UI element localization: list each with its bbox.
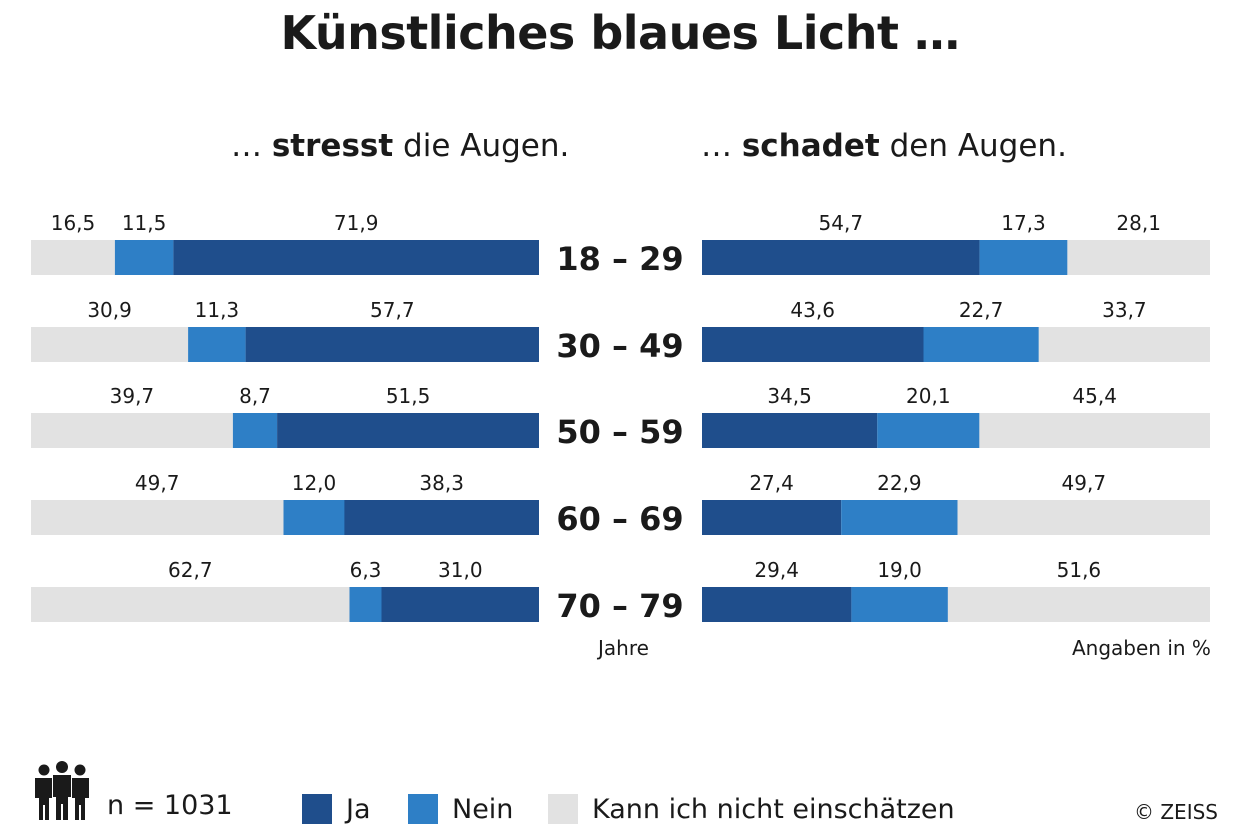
bar-segment-stresst-nein	[349, 587, 382, 622]
sample-size: n = 1031	[107, 790, 233, 821]
data-label: 16,5	[51, 211, 96, 235]
bar-segment-stresst-kann-nicht	[31, 587, 350, 622]
data-label: 51,5	[386, 384, 431, 408]
data-label: 20,1	[906, 384, 951, 408]
data-label: 22,7	[959, 298, 1004, 322]
age-group-label: 50 – 59	[556, 413, 683, 451]
stacked-bar-chart: 16,5 11,5 71,9 30,9 11,3 57,7 39,7 8,7 51,5 49,7 1…	[31, 211, 1210, 625]
bar-segment-stresst-ja	[277, 413, 539, 448]
bar-segment-schadet-ja	[702, 240, 980, 275]
right-subtitle-suffix: den Augen.	[879, 128, 1067, 164]
left-subtitle-bold: stresst	[271, 128, 394, 164]
age-group-label: 70 – 79	[556, 587, 683, 625]
data-label: 11,3	[195, 298, 240, 322]
bar-segment-schadet-kann-nicht	[979, 413, 1210, 448]
data-label: 17,3	[1001, 211, 1046, 235]
data-label: 38,3	[419, 471, 464, 495]
legend-swatch-ja	[302, 794, 332, 824]
age-group-label: 30 – 49	[556, 327, 683, 365]
data-label: 45,4	[1072, 384, 1117, 408]
bar-segment-schadet-nein	[841, 500, 958, 535]
bar-segment-schadet-nein	[979, 240, 1068, 275]
bar-segment-stresst-ja	[173, 240, 539, 275]
bar-segment-schadet-nein	[851, 587, 948, 622]
data-label: 62,7	[168, 558, 213, 582]
data-label: 39,7	[110, 384, 155, 408]
bar-segment-schadet-kann-nicht	[1038, 327, 1210, 362]
bar-segment-stresst-ja	[245, 327, 539, 362]
bar-segment-schadet-kann-nicht	[947, 587, 1210, 622]
age-group-label: 60 – 69	[556, 500, 683, 538]
bar-segment-stresst-kann-nicht	[31, 240, 115, 275]
bar-segment-schadet-ja	[702, 327, 924, 362]
left-chart-subtitle: … stresst die Augen.	[231, 128, 569, 164]
right-subtitle-prefix: …	[701, 128, 742, 164]
legend-swatch-nein	[408, 794, 438, 824]
bar-segment-stresst-ja	[381, 587, 539, 622]
bar-segment-stresst-nein	[188, 327, 246, 362]
data-label: 49,7	[1062, 471, 1107, 495]
bar-segment-schadet-ja	[702, 500, 842, 535]
data-label: 12,0	[292, 471, 337, 495]
age-group-label: 18 – 29	[556, 240, 683, 278]
bar-segment-stresst-kann-nicht	[31, 500, 284, 535]
bar-segment-stresst-nein	[114, 240, 174, 275]
bar-segment-schadet-kann-nicht	[957, 500, 1210, 535]
data-label: 31,0	[438, 558, 483, 582]
bar-segment-stresst-nein	[232, 413, 278, 448]
data-label: 19,0	[877, 558, 922, 582]
right-chart-subtitle: … schadet den Augen.	[701, 128, 1067, 164]
legend-item-kann-nicht: Kann ich nicht einschätzen	[548, 792, 955, 826]
data-label: 51,6	[1057, 558, 1102, 582]
percent-unit-note: Angaben in %	[1072, 636, 1211, 660]
data-label: 27,4	[749, 471, 794, 495]
data-label: 49,7	[135, 471, 180, 495]
data-label: 57,7	[370, 298, 415, 322]
data-label: 43,6	[790, 298, 835, 322]
legend-item-ja: Ja	[302, 792, 371, 826]
bar-segment-stresst-ja	[344, 500, 539, 535]
data-label: 8,7	[239, 384, 271, 408]
data-label: 29,4	[754, 558, 799, 582]
data-label: 22,9	[877, 471, 922, 495]
data-label: 11,5	[122, 211, 167, 235]
data-label: 33,7	[1102, 298, 1147, 322]
data-label: 28,1	[1116, 211, 1161, 235]
bar-segment-stresst-nein	[283, 500, 345, 535]
copyright: © ZEISS	[1134, 800, 1218, 824]
chart-title: Künstliches blaues Licht …	[280, 6, 960, 60]
legend-swatch-kann-nicht	[548, 794, 578, 824]
age-axis-unit: Jahre	[598, 636, 649, 660]
bar-segment-schadet-nein	[877, 413, 980, 448]
bar-segment-stresst-kann-nicht	[31, 413, 233, 448]
bar-segment-schadet-nein	[923, 327, 1039, 362]
data-label: 71,9	[334, 211, 379, 235]
bar-segment-schadet-kann-nicht	[1067, 240, 1210, 275]
left-subtitle-suffix: die Augen.	[393, 128, 570, 164]
data-label: 54,7	[819, 211, 864, 235]
legend-label-nein: Nein	[452, 793, 514, 825]
legend-label-ja: Ja	[346, 793, 371, 825]
right-subtitle-bold: schadet	[741, 128, 880, 164]
data-label: 34,5	[767, 384, 812, 408]
legend-label-kann-nicht: Kann ich nicht einschätzen	[592, 793, 955, 825]
data-label: 30,9	[87, 298, 132, 322]
data-label: 6,3	[350, 558, 382, 582]
bar-segment-schadet-ja	[702, 587, 852, 622]
legend-item-nein: Nein	[408, 792, 513, 826]
bar-segment-stresst-kann-nicht	[31, 327, 189, 362]
left-subtitle-prefix: …	[231, 128, 272, 164]
people-icon	[35, 761, 89, 820]
bar-segment-schadet-ja	[702, 413, 878, 448]
